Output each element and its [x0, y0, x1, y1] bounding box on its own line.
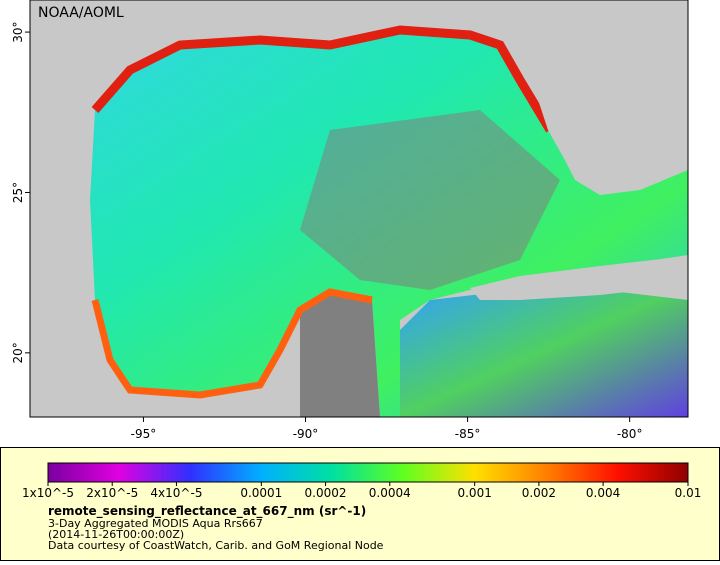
credit-box [33, 2, 125, 22]
legend-line: (2014-11-26T00:00:00Z) [48, 528, 184, 541]
colorbar-tick-label: 0.0001 [240, 486, 282, 500]
no-data [300, 110, 560, 290]
colorbar-tick-label: 1x10^-5 [22, 486, 74, 500]
lat-tick-label: 25° [11, 182, 25, 203]
coastal-turbidity [91, 288, 373, 399]
colorbar-tick-label: 0.01 [675, 486, 702, 500]
colorbar-tick-label: 2x10^-5 [86, 486, 138, 500]
coastal-turbidity [91, 25, 554, 133]
lon-tick-label: -85° [455, 427, 481, 441]
colorbar-tick-label: 4x10^-5 [150, 486, 202, 500]
colorbar [47, 462, 689, 483]
no-data [300, 292, 380, 417]
legend-title: remote_sensing_reflectance_at_667_nm (sr… [48, 504, 366, 519]
colorbar-tick-label: 0.004 [586, 486, 620, 500]
lat-tick-label: 20° [11, 342, 25, 363]
colorbar-tick-label: 0.0004 [369, 486, 411, 500]
lat-tick-label: 30° [11, 21, 25, 42]
lon-tick-label: -80° [617, 427, 643, 441]
credit: NOAA/AOML [38, 5, 124, 21]
colorbar-tick-label: 0.002 [522, 486, 556, 500]
caribbean-water [400, 285, 688, 417]
map-frame [29, 0, 689, 418]
lon-tick-label: -95° [131, 427, 157, 441]
colorbar-tick-label: 0.001 [457, 486, 491, 500]
map-image [30, 0, 688, 417]
legend-line: 3-Day Aggregated MODIS Aqua Rrs667 [48, 517, 263, 530]
florida [520, 45, 610, 192]
cuba [470, 256, 688, 300]
colorbar-tick-label: 0.0002 [305, 486, 347, 500]
lon-tick-label: -90° [293, 427, 319, 441]
legend-line: Data courtesy of CoastWatch, Carib. and … [48, 539, 384, 552]
